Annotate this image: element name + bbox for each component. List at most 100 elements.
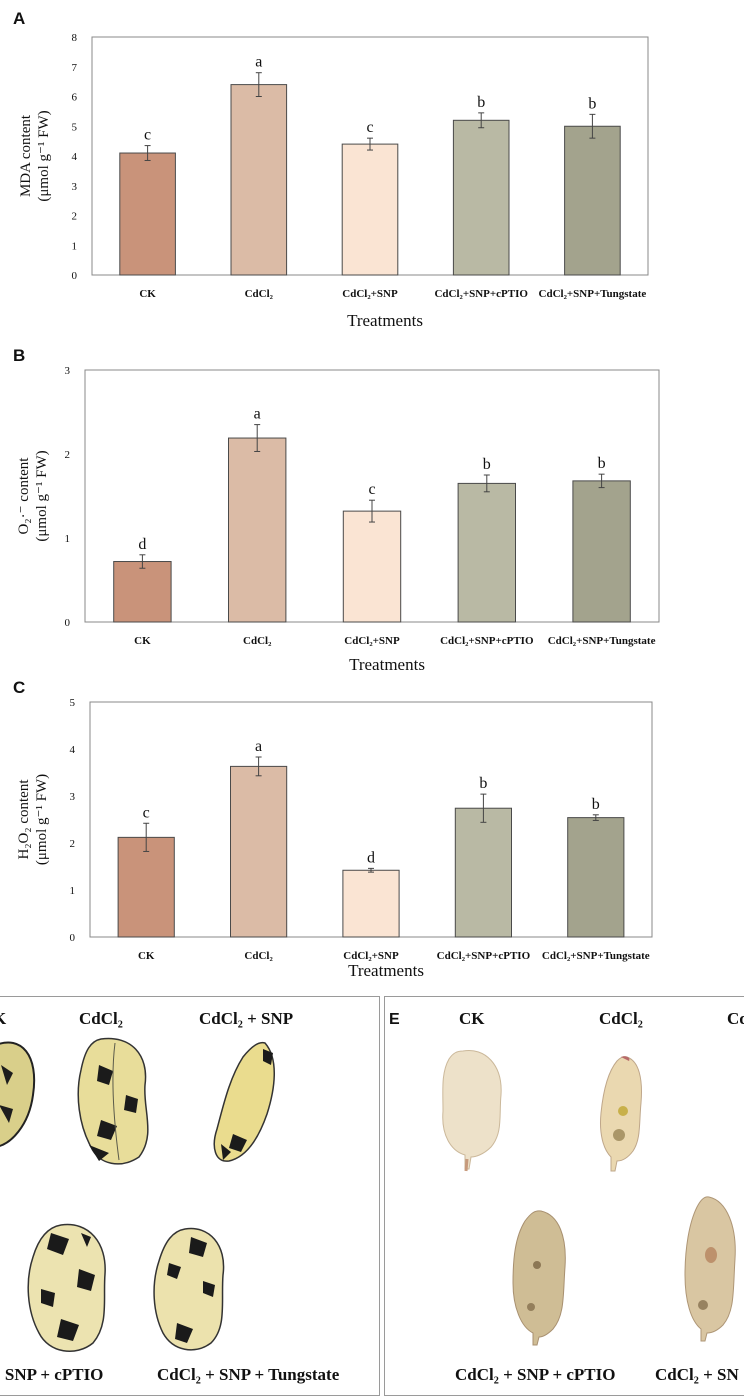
significance-letter: b — [479, 775, 487, 792]
bar — [457, 482, 517, 623]
x-tick-label: CdCl₂+SNP+Tungstate — [539, 288, 647, 300]
y-tick-label: 0 — [72, 270, 78, 282]
stained-leaf-cdcl2 — [77, 1037, 149, 1165]
x-tick-label: CdCl₂+SNP — [343, 950, 399, 962]
photo-label-ck: CK — [459, 1009, 485, 1028]
y-tick-label: 0 — [65, 617, 71, 629]
y-tick-label: 3 — [70, 791, 76, 803]
significance-letter: b — [598, 455, 606, 472]
y-axis-label-line2: (μmol g⁻¹ FW) — [36, 110, 52, 201]
y-tick-label: 4 — [70, 744, 76, 756]
y-tick-label: 3 — [72, 181, 78, 193]
x-axis-label: Treatments — [348, 961, 424, 980]
photo-label-ck: K — [0, 1009, 6, 1029]
bar — [113, 561, 172, 623]
photo-panel-d: K CdCl₂ CdCl₂ + SNP + SNP + cPTIO CdCl₂ … — [0, 996, 380, 1396]
bar — [572, 480, 631, 623]
photo-label-tungstate: CdCl₂ + SNP + Tungstate — [157, 1365, 340, 1384]
photo-label-tungstate-truncated: CdCl₂ + SN — [655, 1365, 739, 1384]
bar — [230, 765, 288, 938]
stained-leaf-ck — [0, 1041, 36, 1147]
x-tick-label: CK — [139, 288, 156, 300]
x-tick-label: CdCl₂+SNP+cPTIO — [437, 950, 531, 962]
stained-leaf-cdcl2-snp-tungstate — [153, 1227, 225, 1351]
bar — [564, 125, 621, 276]
significance-letter: c — [368, 481, 375, 498]
x-tick-label: CdCl₂ — [243, 635, 272, 647]
significance-letter: b — [477, 94, 485, 111]
stained-leaf-cdcl2-snp-cptio — [27, 1223, 106, 1352]
leaf-cdcl2-snp-tungstate — [684, 1196, 736, 1342]
x-tick-label: CdCl₂ — [245, 288, 274, 300]
bar — [342, 510, 402, 623]
y-axis-label-line1: H₂O₂ content — [16, 779, 32, 860]
mda-chart: 0 1 2 3 4 5 6 7 8 c CK a CdCl₂ c CdCl₂+SNP b CdCl₂+SNP+c… — [18, 32, 649, 330]
x-tick-label: CK — [134, 635, 151, 647]
significance-letter: c — [144, 127, 151, 144]
bar — [452, 119, 510, 276]
x-tick-label: CdCl₂+SNP — [342, 288, 398, 300]
x-tick-label: CdCl₂+SNP+Tungstate — [542, 950, 650, 962]
photo-label-cdcl2-snp: CdCl₂ + SNP — [199, 1009, 294, 1028]
y-tick-label: 1 — [70, 885, 76, 897]
significance-letter: a — [254, 406, 261, 423]
y-tick-label: 8 — [72, 32, 78, 44]
x-tick-label: CdCl₂+SNP — [344, 635, 400, 647]
y-tick-label: 1 — [65, 533, 71, 545]
y-tick-label: 5 — [70, 697, 76, 709]
photo-label-cdcl2: CdCl₂ — [79, 1009, 123, 1028]
bar — [342, 869, 400, 938]
x-tick-label: CdCl₂+SNP+cPTIO — [434, 288, 528, 300]
y-tick-label: 0 — [70, 932, 76, 944]
panel-label-a: A — [13, 9, 26, 28]
significance-letter: c — [143, 804, 150, 821]
x-tick-label: CdCl₂+SNP+Tungstate — [548, 635, 656, 647]
bar — [119, 152, 176, 276]
y-tick-label: 6 — [72, 92, 78, 104]
y-axis-label: O₂·⁻ content (μmol g⁻¹ FW) — [16, 450, 50, 541]
bar — [228, 437, 287, 623]
significance-letter: d — [367, 849, 375, 866]
y-tick-label: 2 — [72, 211, 78, 223]
y-tick-label: 4 — [72, 151, 78, 163]
y-axis-label-line1: MDA content — [18, 114, 34, 197]
photo-panel-letter-e: E — [389, 1011, 400, 1028]
significance-letter: c — [366, 119, 373, 136]
y-tick-label: 7 — [72, 62, 78, 74]
bar — [117, 836, 175, 938]
bar — [454, 807, 512, 938]
stained-leaf-cdcl2-snp — [213, 1041, 275, 1162]
y-tick-label: 2 — [70, 838, 76, 850]
bar — [341, 143, 399, 276]
superoxide-chart: 0 1 2 3 d CK a CdCl₂ c CdCl₂+SNP b CdCl₂+SNP+cPTIO b… — [16, 365, 660, 674]
panel-label-c: C — [13, 678, 26, 697]
y-axis-label: MDA content (μmol g⁻¹ FW) — [18, 110, 52, 201]
y-tick-label: 2 — [65, 449, 71, 461]
x-tick-label: CdCl₂ — [244, 950, 273, 962]
significance-letter: d — [138, 536, 146, 553]
y-tick-label: 1 — [72, 240, 78, 252]
photo-label-cptio: + SNP + cPTIO — [0, 1365, 104, 1384]
y-tick-label: 5 — [72, 121, 78, 133]
h2o2-chart: 0 1 2 3 4 5 c CK a CdCl₂ d CdCl₂+SNP b CdCl₂+SNP+cPTI… — [16, 697, 653, 980]
photo-label-cdcl2: CdCl₂ — [599, 1009, 643, 1028]
y-axis-label-line2: (μmol g⁻¹ FW) — [34, 450, 50, 541]
panel-label-b: B — [13, 346, 26, 365]
y-tick-label: 3 — [65, 365, 71, 377]
significance-letter: b — [483, 456, 491, 473]
significance-letter: a — [255, 738, 262, 755]
y-axis-label-line2: (μmol g⁻¹ FW) — [34, 774, 50, 865]
photo-label-cptio: CdCl₂ + SNP + cPTIO — [455, 1365, 616, 1384]
y-axis-label: H₂O₂ content (μmol g⁻¹ FW) — [16, 774, 50, 865]
x-axis-label: Treatments — [347, 311, 423, 330]
bar — [230, 84, 288, 276]
x-axis-label: Treatments — [349, 655, 425, 674]
photo-label-cdcl2-snp-truncated: Cd — [727, 1009, 744, 1028]
leaf-cdcl2 — [600, 1056, 642, 1172]
leaf-cdcl2-snp-cptio — [512, 1210, 566, 1346]
bar — [567, 817, 625, 938]
significance-letter: b — [588, 95, 596, 112]
significance-letter: b — [592, 796, 600, 813]
leaf-ck — [442, 1049, 502, 1172]
x-tick-label: CdCl₂+SNP+cPTIO — [440, 635, 534, 647]
